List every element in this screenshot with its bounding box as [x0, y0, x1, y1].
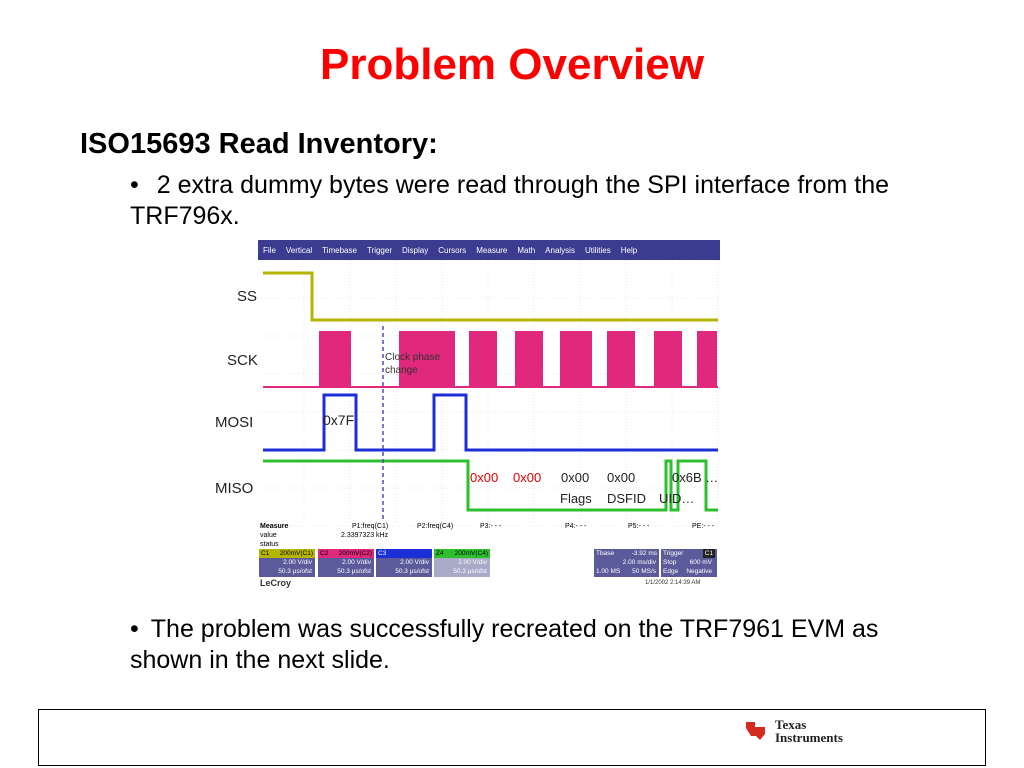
channel-z4-box: Z4 200mV(C4) 2.00 V/div 50.3 µs/ofst — [434, 549, 490, 577]
p1-label: P1:freq(C1) — [352, 523, 389, 530]
menu-cursors: Cursors — [438, 245, 467, 255]
signal-label-miso: MISO — [215, 480, 254, 497]
p5-label: P5:- - - — [628, 523, 650, 530]
miso-byte-3: 0x00 — [561, 470, 589, 485]
oscilloscope-screenshot: File Vertical Timebase Trigger Display C… — [258, 240, 720, 592]
menu-timebase: Timebase — [322, 245, 357, 255]
ti-logo: Texas Instruments — [743, 718, 843, 744]
p4-label: P4:- - - — [565, 523, 587, 530]
signal-label-mosi: MOSI — [215, 414, 254, 431]
scope-datetime: 1/1/2002 2:14:39 AM — [645, 580, 701, 586]
miso-uid-label: UID… — [659, 491, 694, 506]
pe-label: PE:- - - — [692, 523, 715, 530]
footer-box — [38, 709, 986, 766]
menu-utilities: Utilities — [584, 245, 611, 255]
measure-label: Measure — [260, 523, 289, 530]
miso-byte-5: 0x6B … — [672, 470, 718, 485]
ti-logo-line2: Instruments — [775, 730, 843, 745]
slide-title: Problem Overview — [320, 40, 704, 89]
miso-byte-2: 0x00 — [513, 470, 541, 485]
value-label: value — [260, 532, 277, 539]
grid — [258, 260, 720, 527]
mosi-trace — [263, 393, 718, 452]
menu-analysis: Analysis — [545, 245, 575, 255]
clock-phase-label: Clock phase — [385, 352, 440, 363]
clock-phase-label-2: change — [385, 365, 418, 376]
miso-trace — [263, 459, 718, 512]
menu-display: Display — [402, 245, 429, 255]
bullet-1: • 2 extra dummy bytes were read through t… — [130, 171, 890, 230]
status-label: status — [260, 541, 279, 548]
channel-c1-box: C1 200mV(C1) 2.00 V/div 50.3 µs/ofst — [259, 549, 315, 577]
miso-dsfid-label: DSFID — [607, 491, 646, 506]
menu-trigger: Trigger — [366, 245, 392, 255]
menu-help: Help — [620, 245, 638, 255]
p1-value: 2.3397323 kHz — [341, 532, 389, 539]
section-heading: ISO15693 Read Inventory: — [80, 128, 438, 160]
menu-measure: Measure — [476, 245, 508, 255]
lecroy-logo: LeCroy — [260, 578, 292, 588]
mosi-byte-label: 0x7F — [323, 412, 354, 428]
menu-file: File — [263, 245, 276, 255]
miso-byte-1: 0x00 — [470, 470, 498, 485]
bullet-2: • The problem was successfully recreated … — [130, 615, 879, 674]
timebase-box: Tbase -3.92 ms 2.00 ms/div 1.00 MS 50 MS/s — [594, 549, 659, 577]
p2-label: P2:freq(C4) — [417, 523, 454, 530]
channel-c2-box: C2 200mV(C2) 2.00 V/div 50.3 µs/ofst — [318, 549, 374, 577]
bullet-1-text: 2 extra dummy bytes were read through th… — [130, 171, 890, 230]
miso-byte-4: 0x00 — [607, 470, 635, 485]
bullet-2-text: The problem was successfully recreated o… — [130, 615, 879, 674]
scope-menubar: File Vertical Timebase Trigger Display C… — [258, 240, 720, 260]
miso-flags-label: Flags — [560, 491, 592, 506]
menu-math: Math — [517, 245, 536, 255]
signal-label-sck: SCK — [227, 352, 258, 369]
signal-label-ss: SS — [237, 288, 258, 305]
ti-logo-line1: Texas — [775, 717, 807, 732]
channel-c3-box: C3 2.00 V/div 50.3 µs/ofst — [376, 549, 432, 577]
menu-vertical: Vertical — [285, 245, 313, 255]
ss-trace — [263, 271, 718, 322]
ti-state-icon — [746, 722, 765, 740]
p3-label: P3:- - - — [480, 523, 502, 530]
waveform-plot: Clock phase change 0x7F 0x00 0x00 0x00 0… — [258, 260, 720, 527]
sck-trace — [263, 331, 718, 388]
trigger-box: Trigger C1 Stop 600 mV Edge Negative — [661, 549, 717, 577]
